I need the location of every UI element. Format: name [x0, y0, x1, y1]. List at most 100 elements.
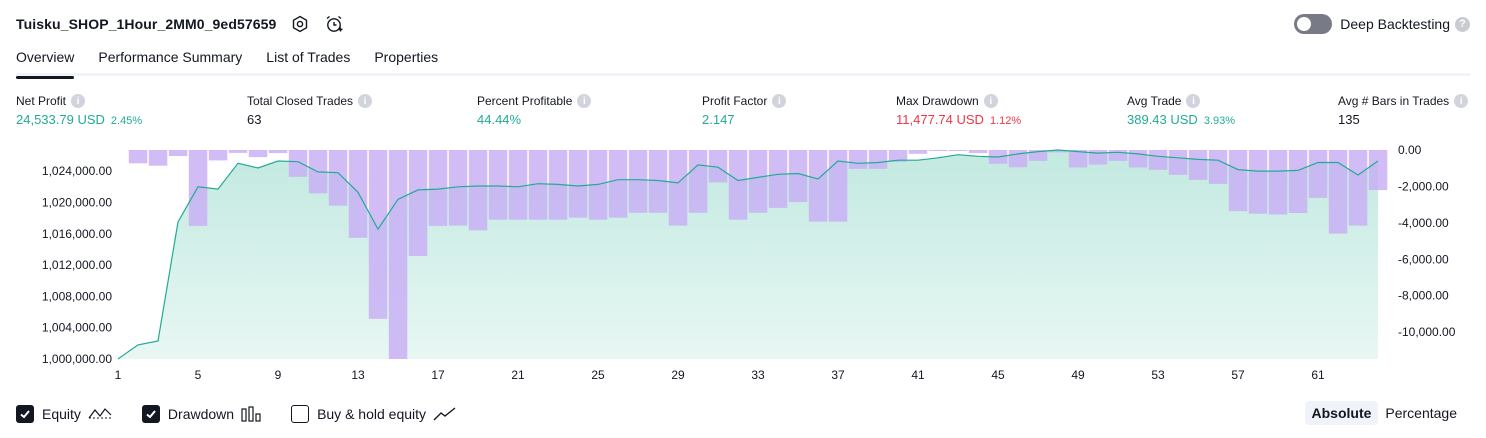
metric-label: Profit Factor i — [702, 93, 787, 109]
drawdown-bar — [768, 150, 788, 208]
equity-checkbox[interactable] — [16, 405, 34, 423]
drawdown-bar — [448, 150, 468, 226]
drawdown-bar — [708, 150, 728, 183]
metric-label: Max Drawdown i — [896, 93, 1021, 109]
left-axis-tick-label: 1,004,000.00 — [42, 321, 112, 335]
x-axis-tick-label: 57 — [1231, 368, 1245, 382]
tab-list-of-trades[interactable]: List of Trades — [266, 49, 351, 65]
info-icon[interactable]: i — [772, 94, 787, 108]
metric-label-text: Profit Factor — [702, 94, 768, 108]
report-tabs: Overview Performance Summary List of Tra… — [16, 46, 1470, 79]
toggle-knob — [1297, 17, 1312, 31]
drawdown-checkbox[interactable] — [141, 405, 160, 423]
drawdown-bar — [968, 150, 988, 154]
metric-label: Percent Profitable i — [477, 93, 592, 109]
drawdown-bar — [368, 150, 388, 319]
tab-properties[interactable]: Properties — [374, 49, 439, 65]
drawdown-bar — [648, 150, 668, 213]
drawdown-bar — [668, 150, 688, 226]
buy-hold-line-icon — [433, 406, 457, 422]
legend-equity[interactable]: Equity — [16, 405, 112, 423]
legend-buy-hold-label: Buy & hold equity — [317, 406, 427, 422]
tab-overview[interactable]: Overview — [16, 46, 75, 79]
x-axis-tick-label: 13 — [351, 368, 365, 382]
chart-legend: Equity Drawdown Buy & hold equity — [16, 404, 487, 424]
drawdown-bar — [1168, 150, 1188, 175]
drawdown-bar — [348, 150, 368, 238]
drawdown-bar — [328, 150, 348, 206]
percentage-button[interactable]: Percentage — [1385, 405, 1457, 421]
buy-hold-checkbox[interactable] — [291, 405, 310, 423]
equity-area — [118, 150, 1378, 359]
left-axis-tick-label: 1,008,000.00 — [42, 289, 112, 303]
metric-value: 63 — [247, 112, 372, 127]
drawdown-bar — [1088, 150, 1108, 165]
info-icon[interactable]: i — [577, 94, 592, 108]
drawdown-bar — [128, 150, 148, 164]
value-mode-switch: Absolute Percentage — [1304, 401, 1465, 425]
legend-buy-hold[interactable]: Buy & hold equity — [291, 405, 457, 423]
info-icon[interactable]: i — [1454, 94, 1469, 108]
metric-percent-profitable: Percent Profitable i 44.44% — [477, 93, 592, 127]
left-axis-tick-label: 1,012,000.00 — [42, 258, 112, 272]
drawdown-bars-icon — [241, 406, 261, 422]
drawdown-bar — [1268, 150, 1288, 215]
drawdown-bar — [908, 150, 928, 154]
left-axis-tick-label: 1,024,000.00 — [42, 164, 112, 178]
metric-label-text: Net Profit — [16, 94, 67, 108]
metric-value: 135 — [1338, 112, 1468, 127]
drawdown-bar — [1288, 150, 1308, 213]
drawdown-bar — [1248, 150, 1268, 214]
metric-label-text: Total Closed Trades — [247, 94, 354, 108]
x-axis-tick-label: 61 — [1311, 368, 1325, 382]
deep-backtesting-label: Deep Backtesting — [1340, 16, 1450, 32]
drawdown-bar — [788, 150, 808, 203]
drawdown-bar — [1148, 150, 1168, 170]
right-axis-tick-label: -4,000.00 — [1398, 216, 1449, 230]
info-icon[interactable]: i — [983, 94, 998, 108]
absolute-button[interactable]: Absolute — [1304, 401, 1379, 425]
metric-value-text: 24,533.79 USD — [16, 112, 105, 127]
drawdown-bar — [148, 150, 168, 166]
drawdown-bar — [1028, 150, 1048, 161]
equity-line — [117, 149, 1379, 360]
metric-label-text: Max Drawdown — [896, 94, 979, 108]
x-axis-tick-label: 25 — [591, 368, 605, 382]
settings-icon[interactable] — [290, 14, 310, 34]
metric-label: Avg # Bars in Trades i — [1338, 93, 1469, 109]
legend-equity-label: Equity — [42, 406, 81, 422]
drawdown-bar — [1368, 150, 1388, 191]
info-icon[interactable]: i — [358, 94, 373, 108]
info-icon[interactable]: i — [71, 94, 86, 108]
alarm-add-icon[interactable] — [324, 14, 344, 34]
drawdown-bar — [488, 150, 508, 220]
legend-drawdown[interactable]: Drawdown — [141, 405, 261, 423]
left-axis-tick-label: 1,020,000.00 — [42, 195, 112, 209]
x-axis-tick-label: 33 — [751, 368, 765, 382]
drawdown-bar — [1048, 150, 1068, 153]
x-axis-tick-label: 45 — [991, 368, 1005, 382]
info-icon[interactable]: i — [1186, 94, 1201, 108]
x-axis-tick-label: 17 — [431, 368, 445, 382]
x-axis-tick-label: 5 — [195, 368, 202, 382]
metric-max-drawdown: Max Drawdown i 11,477.74 USD 1.12% — [896, 93, 1021, 127]
right-axis-tick-label: -6,000.00 — [1398, 252, 1449, 266]
drawdown-bar — [508, 150, 528, 220]
metric-value-text: 44.44% — [477, 112, 522, 127]
metric-percent: 1.12% — [989, 115, 1022, 127]
deep-backtesting-toggle[interactable] — [1294, 14, 1333, 34]
drawdown-bar — [1188, 150, 1208, 180]
drawdown-bar — [808, 150, 828, 222]
left-axis-tick-label: 1,016,000.00 — [42, 227, 112, 241]
drawdown-bar — [288, 150, 308, 177]
tab-performance-summary[interactable]: Performance Summary — [98, 49, 243, 65]
metric-value: 11,477.74 USD 1.12% — [896, 112, 1021, 127]
metric-value-text: 11,477.74 USD — [896, 112, 984, 127]
drawdown-bar — [168, 150, 188, 156]
help-icon[interactable]: ? — [1455, 16, 1470, 32]
metric-value: 389.43 USD 3.93% — [1127, 112, 1235, 127]
right-axis-tick-label: -8,000.00 — [1398, 289, 1449, 303]
equity-drawdown-chart[interactable]: 1,024,000.00 1,020,000.00 1,016,000.00 1,01… — [0, 140, 1486, 395]
drawdown-bar — [928, 150, 948, 151]
x-axis-tick-label: 1 — [115, 368, 122, 382]
